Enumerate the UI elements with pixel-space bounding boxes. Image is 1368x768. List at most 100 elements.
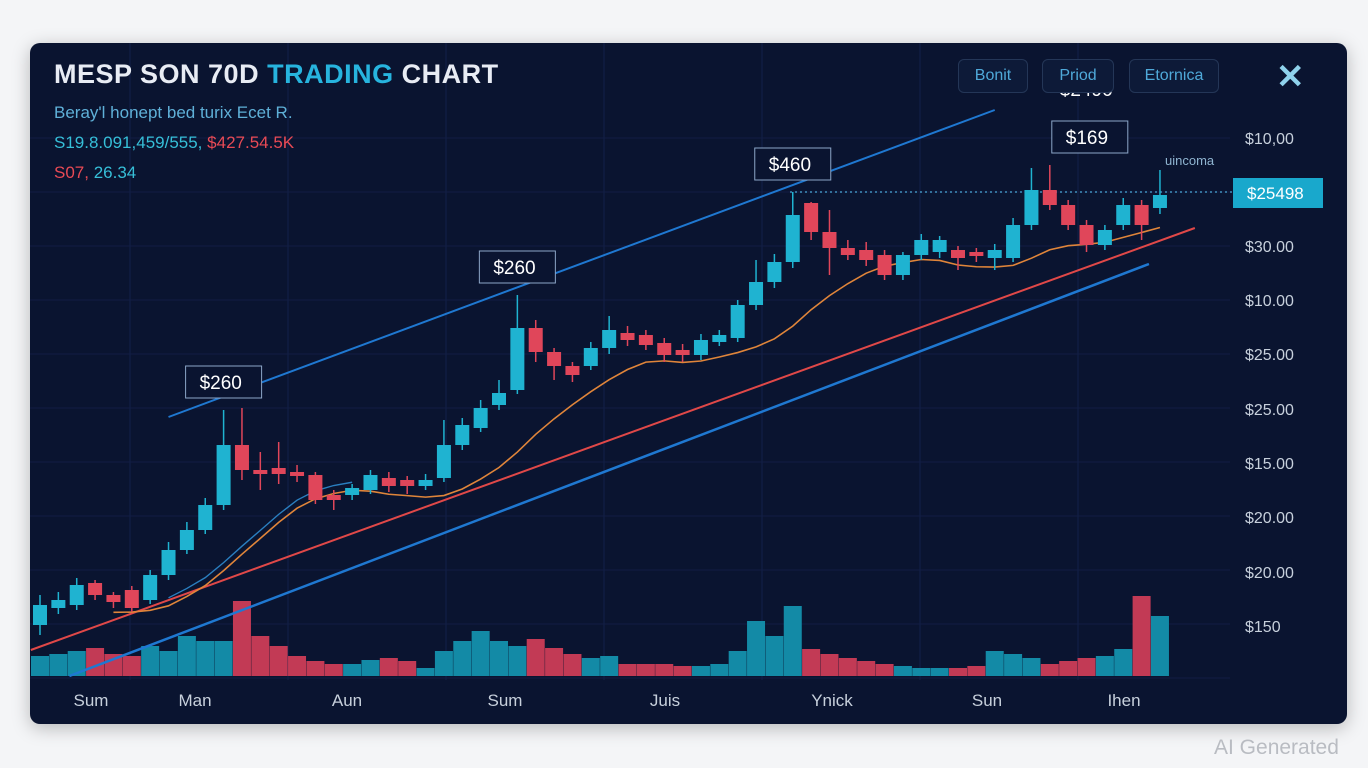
candle-body bbox=[1042, 190, 1057, 205]
y-tick-label: $10,00 bbox=[1245, 131, 1294, 148]
candle-body bbox=[216, 445, 231, 505]
watermark: AI Generated bbox=[1214, 736, 1339, 759]
candle bbox=[749, 260, 764, 310]
candle-body bbox=[326, 495, 341, 500]
volume-bar bbox=[31, 656, 49, 676]
candle-body bbox=[620, 333, 635, 340]
candle-body bbox=[1061, 205, 1076, 225]
y-tick-label: $10.00 bbox=[1245, 293, 1294, 310]
candle bbox=[492, 380, 506, 410]
candle-body bbox=[749, 282, 764, 305]
candle-body bbox=[179, 530, 194, 550]
candle bbox=[987, 244, 1002, 270]
volume-bar bbox=[949, 668, 967, 676]
button-priod[interactable]: Priod bbox=[1042, 59, 1114, 93]
candle-body bbox=[730, 305, 745, 338]
candle-body bbox=[951, 250, 965, 258]
candle bbox=[914, 234, 929, 260]
volume-bar bbox=[471, 631, 490, 676]
marker-label: uincoma bbox=[1165, 153, 1215, 168]
candle-body bbox=[693, 340, 708, 355]
button-etornica[interactable]: Etornica bbox=[1129, 59, 1219, 93]
candle bbox=[473, 400, 488, 432]
y-tick-label: $150 bbox=[1245, 619, 1281, 636]
candle-body bbox=[400, 480, 415, 486]
volume-bar bbox=[765, 636, 784, 676]
candle bbox=[33, 595, 47, 635]
candle bbox=[1097, 225, 1112, 250]
candle bbox=[932, 236, 947, 258]
volume-bar bbox=[196, 641, 215, 676]
volume-bar bbox=[1132, 596, 1151, 676]
candle-body bbox=[565, 366, 580, 375]
lower-channel-line bbox=[68, 262, 1150, 678]
candle-body bbox=[308, 475, 323, 500]
x-tick-label: Aun bbox=[332, 691, 362, 710]
volume-bar bbox=[545, 648, 564, 676]
volume-bar bbox=[838, 658, 857, 676]
candle-body bbox=[785, 215, 800, 262]
candle bbox=[198, 498, 213, 534]
candle-body bbox=[712, 335, 727, 342]
candle bbox=[143, 570, 158, 604]
candle bbox=[657, 338, 672, 362]
candle bbox=[602, 316, 617, 354]
candle-body bbox=[271, 468, 286, 474]
candle-body bbox=[51, 600, 66, 608]
candle bbox=[712, 330, 727, 346]
candle-body bbox=[583, 348, 598, 366]
candle-body bbox=[143, 575, 158, 600]
y-tick-label: $20.00 bbox=[1245, 565, 1294, 582]
candle bbox=[345, 484, 360, 500]
stat-value: S07, bbox=[54, 163, 89, 182]
candle bbox=[510, 295, 525, 394]
candle bbox=[1152, 170, 1167, 214]
candle-body bbox=[804, 203, 819, 232]
candlestick-chart: $260$260$460$169$2490uincoma$25498$10,00… bbox=[30, 43, 1323, 710]
title-part: MESP SON 70D bbox=[54, 59, 260, 89]
candle-body bbox=[859, 250, 874, 260]
candle bbox=[326, 490, 341, 510]
y-tick-label: $25.00 bbox=[1245, 347, 1294, 364]
price-annotation-box bbox=[754, 147, 832, 181]
candle-body bbox=[1152, 195, 1167, 208]
volume-bar bbox=[177, 636, 196, 676]
candle bbox=[547, 348, 562, 380]
candle-body bbox=[124, 590, 139, 608]
candle-body bbox=[473, 408, 488, 428]
x-tick-label: Ynick bbox=[811, 691, 853, 710]
candle bbox=[455, 418, 470, 450]
candle-body bbox=[638, 335, 653, 345]
volume-bar bbox=[802, 649, 821, 676]
candle-body bbox=[675, 350, 690, 355]
current-price-label: $25498 bbox=[1247, 184, 1304, 203]
candle bbox=[1079, 220, 1094, 252]
volume-bar bbox=[1077, 658, 1096, 676]
volume-bar bbox=[930, 668, 949, 676]
candle bbox=[840, 240, 855, 260]
candle-body bbox=[381, 478, 396, 486]
candle-body bbox=[106, 595, 121, 602]
volume-bar bbox=[912, 668, 931, 676]
x-tick-label: Man bbox=[178, 691, 211, 710]
candle bbox=[1024, 168, 1039, 230]
candle bbox=[804, 202, 819, 240]
volume-bar bbox=[434, 651, 453, 676]
candle-body bbox=[987, 250, 1002, 258]
close-icon[interactable]: ✕ bbox=[1276, 58, 1305, 96]
candle bbox=[1061, 200, 1076, 230]
candle bbox=[179, 522, 194, 554]
candle bbox=[730, 300, 745, 342]
volume-bar bbox=[1022, 658, 1041, 676]
candle bbox=[381, 472, 396, 492]
volume-bar bbox=[747, 621, 766, 676]
candle bbox=[877, 250, 892, 280]
volume-bar bbox=[141, 646, 160, 676]
volume-bar bbox=[122, 656, 141, 676]
stats-line-1: S19.8.091,459/555, $427.54.5K bbox=[54, 133, 294, 153]
volume-bar bbox=[710, 664, 729, 676]
candle-body bbox=[895, 255, 910, 275]
candle bbox=[1042, 165, 1057, 210]
button-bonit[interactable]: Bonit bbox=[958, 59, 1028, 93]
volume-bar bbox=[636, 664, 655, 676]
